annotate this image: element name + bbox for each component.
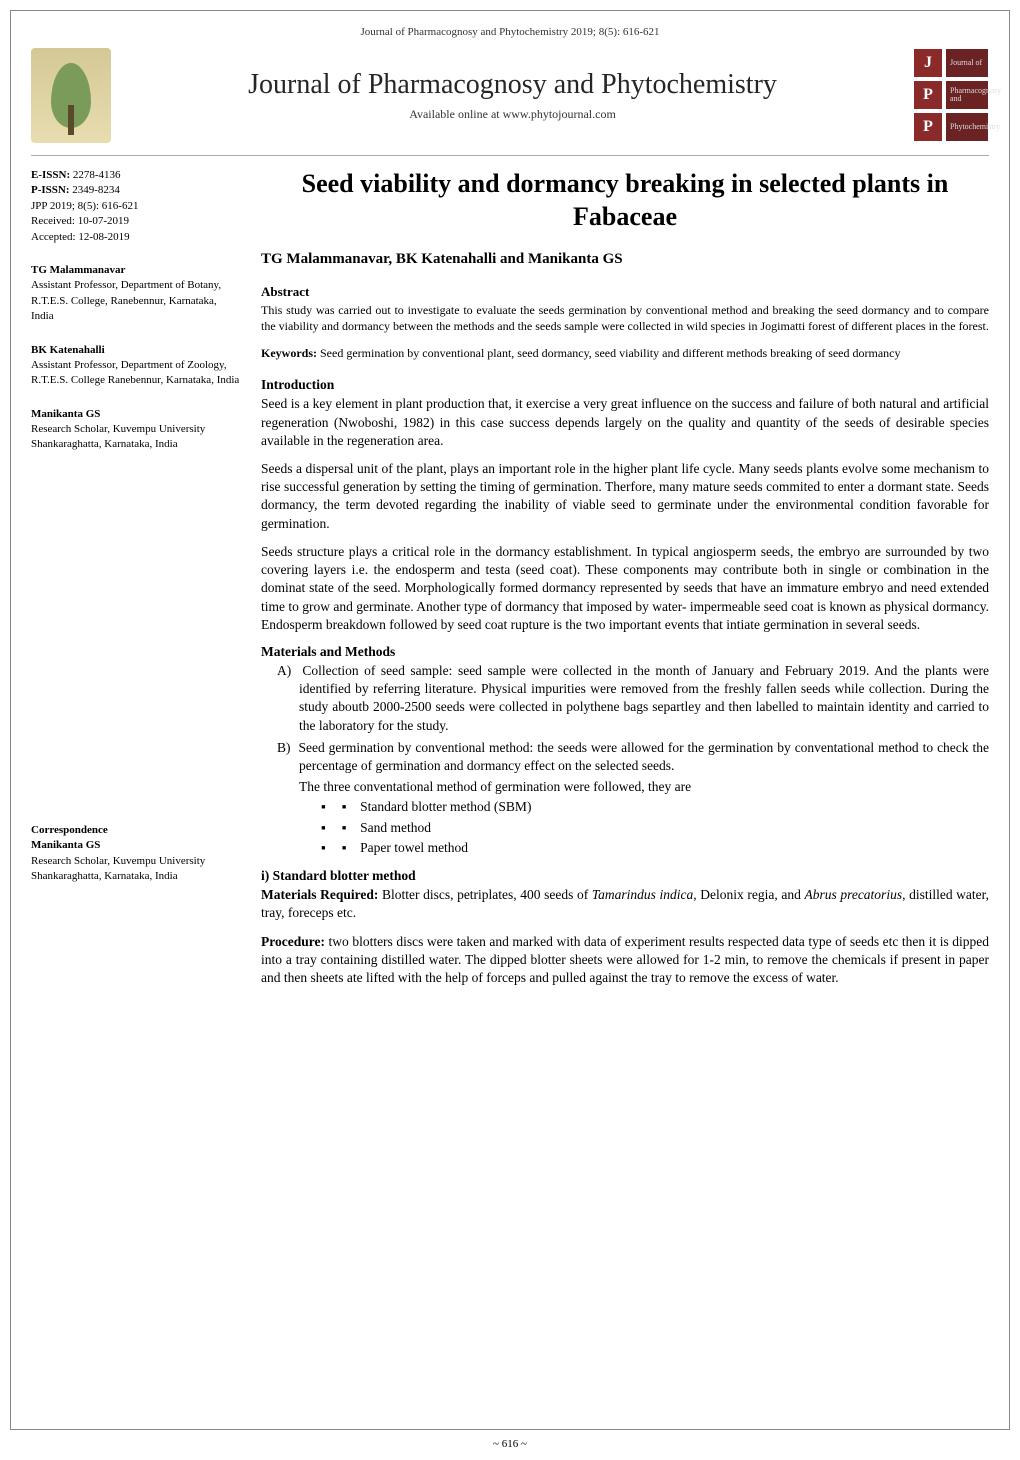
procedure-block: Procedure: two blotters discs were taken…	[261, 933, 989, 988]
journal-logo-icon	[31, 48, 111, 143]
sidebar-author: Manikanta GS Research Scholar, Kuvempu U…	[31, 407, 241, 453]
intro-paragraph: Seed is a key element in plant productio…	[261, 395, 989, 450]
species-italic: Tamarindus indica	[592, 887, 693, 902]
correspondence-affiliation: Research Scholar, Kuvempu University Sha…	[31, 854, 241, 885]
jpp-line: JPP 2019; 8(5): 616-621	[31, 199, 241, 214]
sidebar-author-name: Manikanta GS	[31, 407, 241, 422]
badge-letter-icon: P	[914, 113, 942, 141]
received-date: Received: 10-07-2019	[31, 214, 241, 229]
meta-block: E-ISSN: 2278-4136 P-ISSN: 2349-8234 JPP …	[31, 168, 241, 245]
species-italic: Abrus precatorius	[804, 887, 902, 902]
introduction-heading: Introduction	[261, 377, 989, 393]
materials-text: Blotter discs, petriplates, 400 seeds of	[382, 887, 592, 902]
sidebar-author-affiliation: Assistant Professor, Department of Botan…	[31, 278, 241, 324]
badge-letter-icon: P	[914, 81, 942, 109]
e-issn-label: E-ISSN:	[31, 169, 70, 181]
journal-badges: J Journal of P Pharmacognosy and P Phyto…	[914, 48, 989, 143]
badge-letter-icon: J	[914, 49, 942, 77]
badge-row: J Journal of	[914, 48, 989, 78]
badge-text: Phytochemistry	[946, 113, 988, 141]
sidebar-author-name: BK Katenahalli	[31, 343, 241, 358]
method-b-label: B)	[277, 740, 291, 755]
method-item-b: B) Seed germination by conventional meth…	[261, 739, 989, 775]
method-a-text: Collection of seed sample: seed sample w…	[299, 663, 989, 733]
main-content: Seed viability and dormancy breaking in …	[261, 168, 989, 997]
content-area: E-ISSN: 2278-4136 P-ISSN: 2349-8234 JPP …	[31, 168, 989, 997]
method-a-label: A)	[277, 663, 291, 678]
sub-method-item: ▪ Paper towel method	[321, 838, 989, 858]
masthead: Journal of Pharmacognosy and Phytochemis…	[31, 48, 989, 156]
sub-method-item: ▪ Sand method	[321, 818, 989, 838]
sidebar-author: TG Malammanavar Assistant Professor, Dep…	[31, 263, 241, 325]
badge-text: Journal of	[946, 49, 988, 77]
sub-methods-intro: The three conventational method of germi…	[261, 779, 989, 795]
p-issn-value: 2349-8234	[72, 184, 120, 196]
keywords-line: Keywords: Seed germination by convention…	[261, 346, 989, 361]
correspondence-name: Manikanta GS	[31, 838, 241, 853]
sub-method-item: ▪ Standard blotter method (SBM)	[321, 797, 989, 817]
page-number: ~ 616 ~	[10, 1438, 1010, 1450]
abstract-text: This study was carried out to investigat…	[261, 302, 989, 334]
keywords-label: Keywords:	[261, 346, 317, 360]
materials-label: Materials Required:	[261, 887, 378, 902]
sub-methods-list: ▪ Standard blotter method (SBM) ▪ Sand m…	[261, 797, 989, 858]
journal-banner-title: Journal of Pharmacognosy and Phytochemis…	[126, 69, 899, 101]
sidebar-author-name: TG Malammanavar	[31, 263, 241, 278]
correspondence-label: Correspondence	[31, 823, 241, 838]
correspondence-block: Correspondence Manikanta GS Research Sch…	[31, 823, 241, 885]
p-issn-label: P-ISSN:	[31, 184, 70, 196]
authors-line: TG Malammanavar, BK Katenahalli and Mani…	[261, 251, 989, 268]
badge-text: Pharmacognosy and	[946, 81, 988, 109]
sidebar-author-affiliation: Assistant Professor, Department of Zoolo…	[31, 358, 241, 389]
badge-row: P Pharmacognosy and	[914, 80, 989, 110]
procedure-label: Procedure:	[261, 934, 325, 949]
masthead-center: Journal of Pharmacognosy and Phytochemis…	[111, 69, 914, 122]
sidebar: E-ISSN: 2278-4136 P-ISSN: 2349-8234 JPP …	[31, 168, 241, 997]
intro-paragraph: Seeds structure plays a critical role in…	[261, 543, 989, 634]
badge-row: P Phytochemistry	[914, 112, 989, 142]
materials-text: , Delonix regia, and	[693, 887, 804, 902]
journal-availability: Available online at www.phytojournal.com	[126, 107, 899, 122]
method-item-a: A) Collection of seed sample: seed sampl…	[261, 662, 989, 735]
accepted-date: Accepted: 12-08-2019	[31, 230, 241, 245]
procedure-text: two blotters discs were taken and marked…	[261, 934, 989, 985]
e-issn-value: 2278-4136	[73, 169, 121, 181]
sidebar-author: BK Katenahalli Assistant Professor, Depa…	[31, 343, 241, 389]
sidebar-author-affiliation: Research Scholar, Kuvempu University Sha…	[31, 422, 241, 453]
article-title: Seed viability and dormancy breaking in …	[261, 168, 989, 233]
materials-line: Materials Required: Blotter discs, petri…	[261, 886, 989, 922]
method-b-text: Seed germination by conventional method:…	[298, 740, 989, 773]
abstract-heading: Abstract	[261, 284, 989, 300]
running-header: Journal of Pharmacognosy and Phytochemis…	[31, 26, 989, 38]
intro-paragraph: Seeds a dispersal unit of the plant, pla…	[261, 460, 989, 533]
keywords-text: Seed germination by conventional plant, …	[320, 346, 901, 360]
methods-heading: Materials and Methods	[261, 644, 989, 660]
sbm-heading: i) Standard blotter method	[261, 868, 989, 884]
